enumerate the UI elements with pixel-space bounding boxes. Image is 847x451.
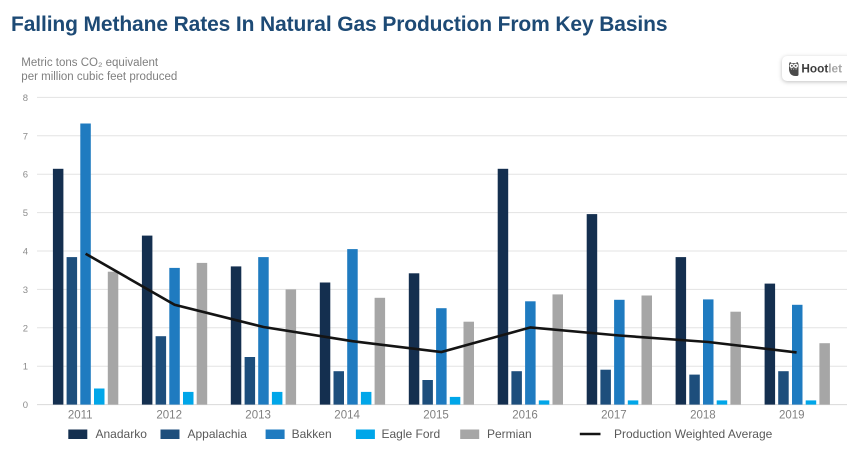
- svg-text:7: 7: [23, 131, 28, 142]
- svg-text:Appalachia: Appalachia: [188, 427, 248, 441]
- svg-text:2016: 2016: [512, 410, 538, 422]
- svg-text:2: 2: [23, 323, 28, 334]
- svg-text:Anadarko: Anadarko: [96, 427, 148, 441]
- svg-text:6: 6: [23, 170, 28, 181]
- svg-text:2017: 2017: [601, 410, 627, 422]
- svg-text:8: 8: [23, 93, 28, 104]
- svg-text:2018: 2018: [690, 410, 716, 422]
- svg-text:1: 1: [23, 362, 28, 373]
- svg-text:Hootlet: Hootlet: [801, 61, 842, 75]
- svg-text:2013: 2013: [245, 410, 271, 422]
- svg-text:2015: 2015: [423, 410, 449, 422]
- svg-text:2012: 2012: [156, 410, 182, 422]
- svg-text:2019: 2019: [779, 410, 805, 422]
- svg-text:Eagle Ford: Eagle Ford: [382, 427, 441, 441]
- svg-text:Production Weighted Average: Production Weighted Average: [614, 427, 773, 441]
- svg-text:0: 0: [23, 400, 28, 411]
- svg-text:Bakken: Bakken: [292, 427, 332, 441]
- svg-text:2011: 2011: [68, 410, 93, 422]
- svg-text:3: 3: [23, 285, 28, 296]
- svg-text:4: 4: [23, 247, 28, 258]
- svg-text:5: 5: [23, 208, 28, 219]
- svg-text:2014: 2014: [334, 410, 360, 422]
- svg-text:Permian: Permian: [487, 427, 532, 441]
